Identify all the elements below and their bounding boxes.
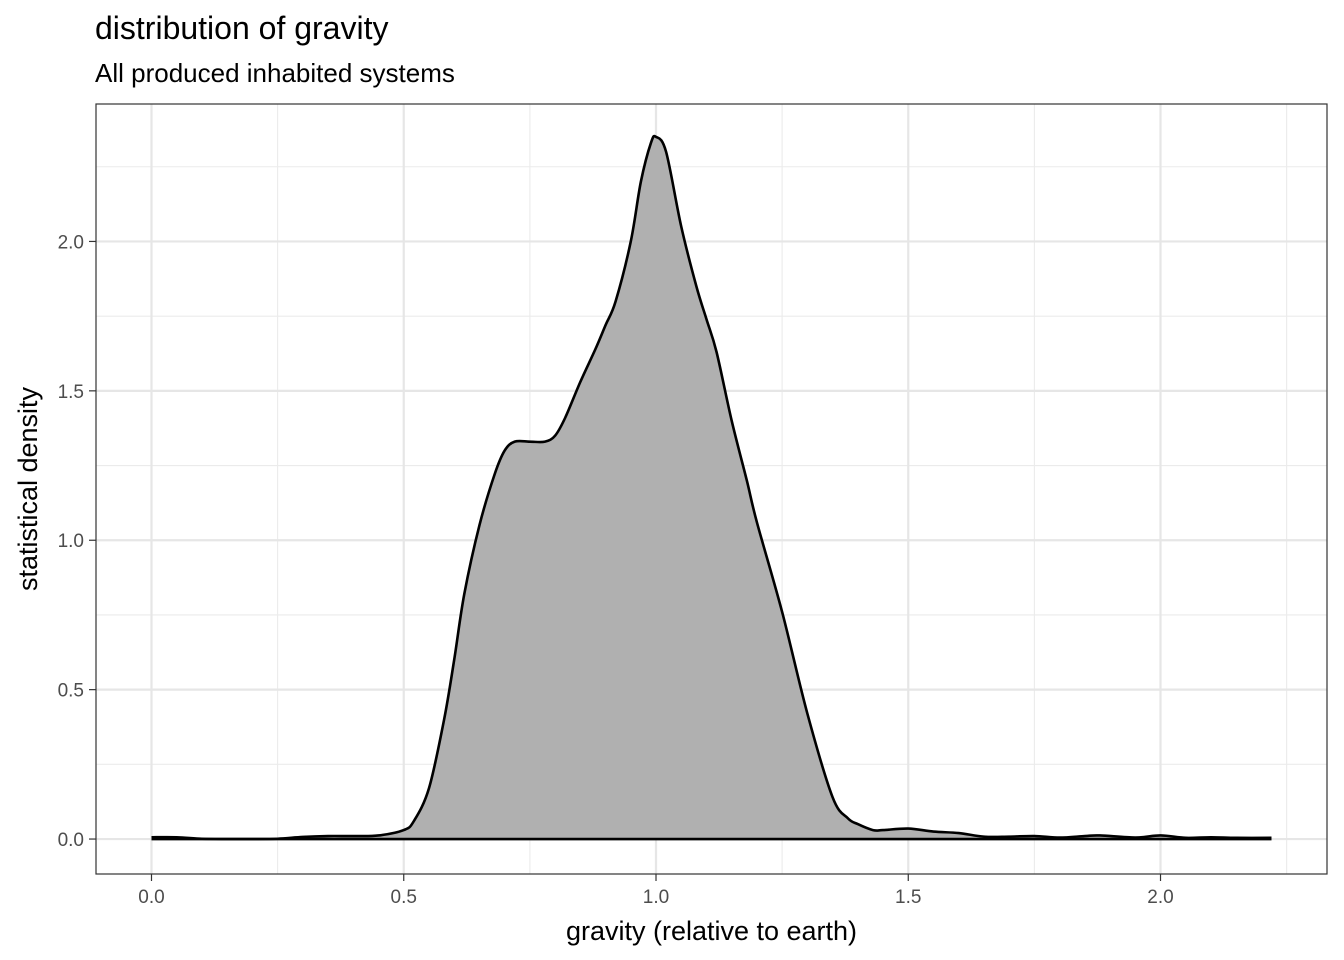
x-axis-title: gravity (relative to earth) bbox=[566, 916, 857, 946]
chart-title: distribution of gravity bbox=[95, 10, 389, 46]
chart-subtitle: All produced inhabited systems bbox=[95, 58, 455, 88]
y-tick-label: 0.0 bbox=[58, 830, 84, 851]
x-tick-label: 2.0 bbox=[1147, 887, 1173, 908]
data-layer bbox=[151, 134, 1272, 841]
x-tick-label: 1.0 bbox=[643, 887, 669, 908]
y-tick-label: 1.5 bbox=[58, 382, 84, 403]
density-area bbox=[151, 136, 1272, 840]
density-line bbox=[151, 134, 1272, 841]
y-axis-title: statistical density bbox=[13, 386, 43, 591]
x-tick-label: 0.0 bbox=[138, 887, 164, 908]
panel-border bbox=[95, 103, 1328, 875]
x-tick-label: 0.5 bbox=[391, 887, 417, 908]
y-tick-label: 0.5 bbox=[58, 681, 84, 702]
x-tick-label: 1.5 bbox=[895, 887, 921, 908]
y-tick-label: 1.0 bbox=[58, 531, 84, 552]
axis-layer: 0.0 0.5 1.0 1.5 2.0 0.0 0.5 1.0 1.5 2.0 bbox=[58, 232, 1174, 908]
y-tick-label: 2.0 bbox=[58, 232, 84, 253]
